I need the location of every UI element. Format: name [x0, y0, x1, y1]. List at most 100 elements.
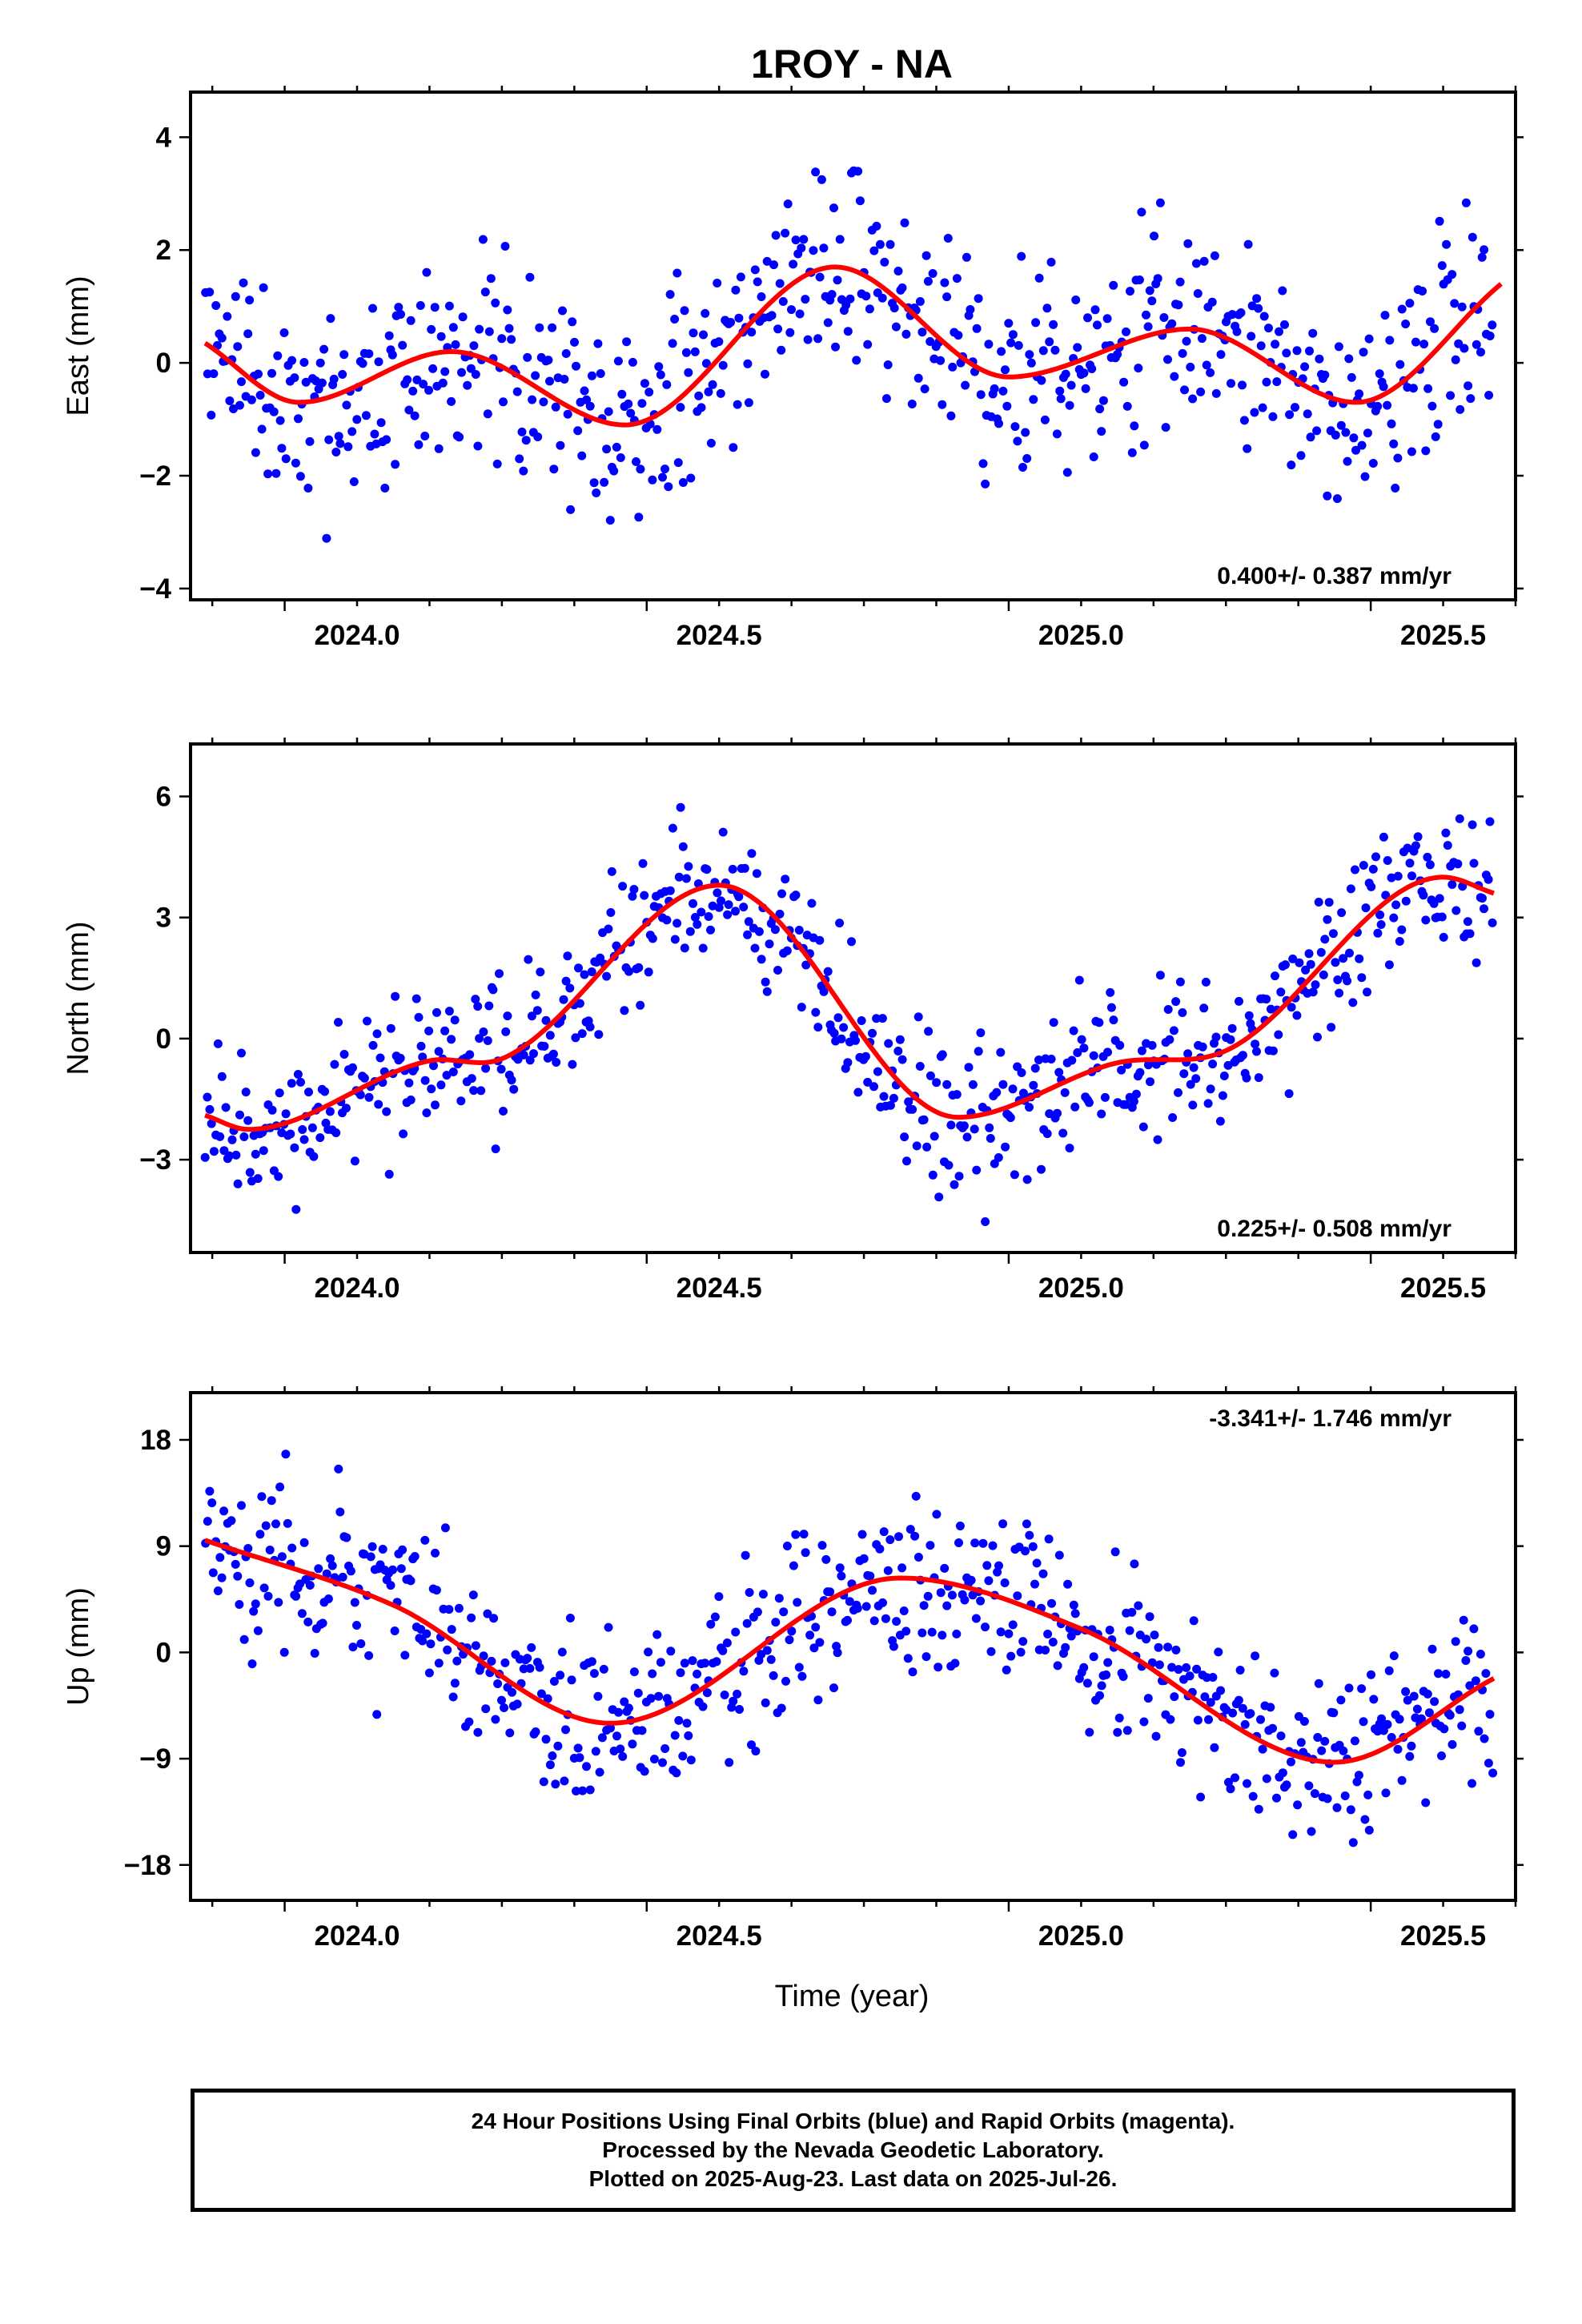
north-y-tick-label: −3	[139, 1144, 171, 1176]
up-data-point	[620, 1697, 629, 1707]
up-data-point	[1437, 1751, 1446, 1760]
east-data-point	[1405, 299, 1415, 308]
north-data-point	[473, 1002, 483, 1011]
north-data-point	[471, 995, 480, 1004]
north-data-point	[757, 955, 766, 964]
up-data-point	[536, 1689, 546, 1699]
east-data-point	[1423, 384, 1433, 393]
east-data-point	[254, 369, 263, 379]
up-data-point	[1000, 1578, 1010, 1587]
east-data-point	[785, 328, 795, 337]
up-data-point	[629, 1667, 639, 1677]
up-data-point	[853, 1603, 862, 1613]
up-data-point	[1030, 1579, 1039, 1589]
east-data-point	[1014, 340, 1023, 350]
east-data-point	[398, 340, 408, 350]
north-data-point	[339, 1050, 349, 1059]
north-data-point	[309, 1152, 319, 1161]
north-data-point	[488, 985, 498, 995]
north-data-point	[368, 1040, 378, 1050]
north-data-point	[1375, 910, 1385, 919]
east-data-point	[1472, 340, 1481, 349]
north-data-point	[750, 943, 760, 953]
east-data-point	[1197, 334, 1207, 344]
up-data-point	[267, 1496, 276, 1506]
north-data-point	[1313, 1032, 1322, 1042]
up-data-point	[1310, 1789, 1319, 1799]
up-data-point	[813, 1695, 823, 1705]
north-data-point	[946, 1120, 956, 1130]
north-data-point	[1468, 820, 1477, 830]
north-data-point	[959, 1121, 969, 1131]
east-data-point	[757, 292, 766, 301]
up-data-point	[1210, 1743, 1219, 1752]
north-data-point	[447, 1035, 456, 1044]
east-data-point	[1045, 337, 1054, 347]
north-data-point	[974, 1047, 983, 1056]
east-data-point	[948, 362, 958, 372]
east-data-point	[319, 344, 329, 354]
up-data-point	[1240, 1719, 1250, 1729]
up-data-point	[762, 1646, 772, 1655]
up-data-point	[548, 1751, 557, 1760]
up-data-point	[585, 1785, 595, 1795]
north-data-point	[203, 1092, 212, 1102]
up-data-point	[879, 1527, 889, 1537]
north-data-point	[678, 842, 688, 851]
north-data-point	[1029, 1080, 1038, 1090]
north-data-point	[1179, 1069, 1189, 1079]
east-data-point	[893, 267, 903, 275]
east-data-point	[1380, 311, 1390, 320]
east-data-point	[207, 410, 216, 420]
north-data-point	[1254, 1073, 1263, 1083]
north-panel: 2024.0 2024.5 2025.0 2025.5 6 3 0 −3 North (mm)…	[62, 738, 1524, 1304]
east-data-point	[334, 432, 343, 441]
up-data-point	[208, 1568, 218, 1578]
east-data-point	[1050, 345, 1060, 355]
east-data-point	[331, 448, 341, 456]
up-data-point	[561, 1725, 570, 1735]
east-data-point	[301, 377, 311, 387]
east-data-point	[572, 361, 580, 371]
east-data-point	[900, 218, 909, 227]
east-data-point	[670, 315, 680, 324]
east-data-point	[205, 287, 215, 297]
north-data-point	[1219, 1072, 1229, 1080]
up-data-point	[1457, 1721, 1467, 1731]
east-data-point	[592, 489, 601, 497]
north-data-point	[275, 1088, 284, 1098]
east-data-point	[523, 352, 532, 362]
east-data-point	[726, 318, 736, 327]
up-data-point	[410, 1552, 420, 1561]
up-data-point	[1069, 1600, 1078, 1610]
east-data-point	[697, 403, 706, 412]
east-data-point	[235, 400, 244, 410]
up-data-point	[1293, 1800, 1303, 1810]
north-data-point	[762, 987, 772, 996]
east-data-point	[1206, 368, 1215, 377]
north-data-point	[739, 903, 749, 912]
east-data-point	[1247, 332, 1256, 341]
east-data-point	[1243, 239, 1253, 249]
east-data-point	[1193, 289, 1203, 298]
north-data-point	[1346, 884, 1355, 894]
up-data-point	[257, 1492, 267, 1502]
east-data-point	[469, 341, 479, 351]
up-data-point	[1427, 1644, 1437, 1654]
up-data-point	[978, 1538, 988, 1548]
up-data-point	[1143, 1694, 1153, 1703]
up-data-point	[1170, 1692, 1179, 1702]
up-data-point	[1243, 1779, 1251, 1788]
north-data-point	[777, 889, 786, 899]
north-data-point	[801, 960, 811, 970]
up-data-point	[1488, 1768, 1498, 1778]
up-data-point	[359, 1550, 369, 1559]
up-data-point	[1268, 1723, 1277, 1733]
north-rate-label: 0.225+/- 0.508 mm/yr	[1217, 1216, 1452, 1242]
north-data-point	[239, 1132, 249, 1141]
east-data-point	[716, 388, 725, 398]
north-data-point	[879, 1092, 889, 1101]
east-data-point	[1343, 456, 1352, 466]
north-data-point	[224, 1151, 234, 1160]
north-data-point	[536, 967, 545, 977]
